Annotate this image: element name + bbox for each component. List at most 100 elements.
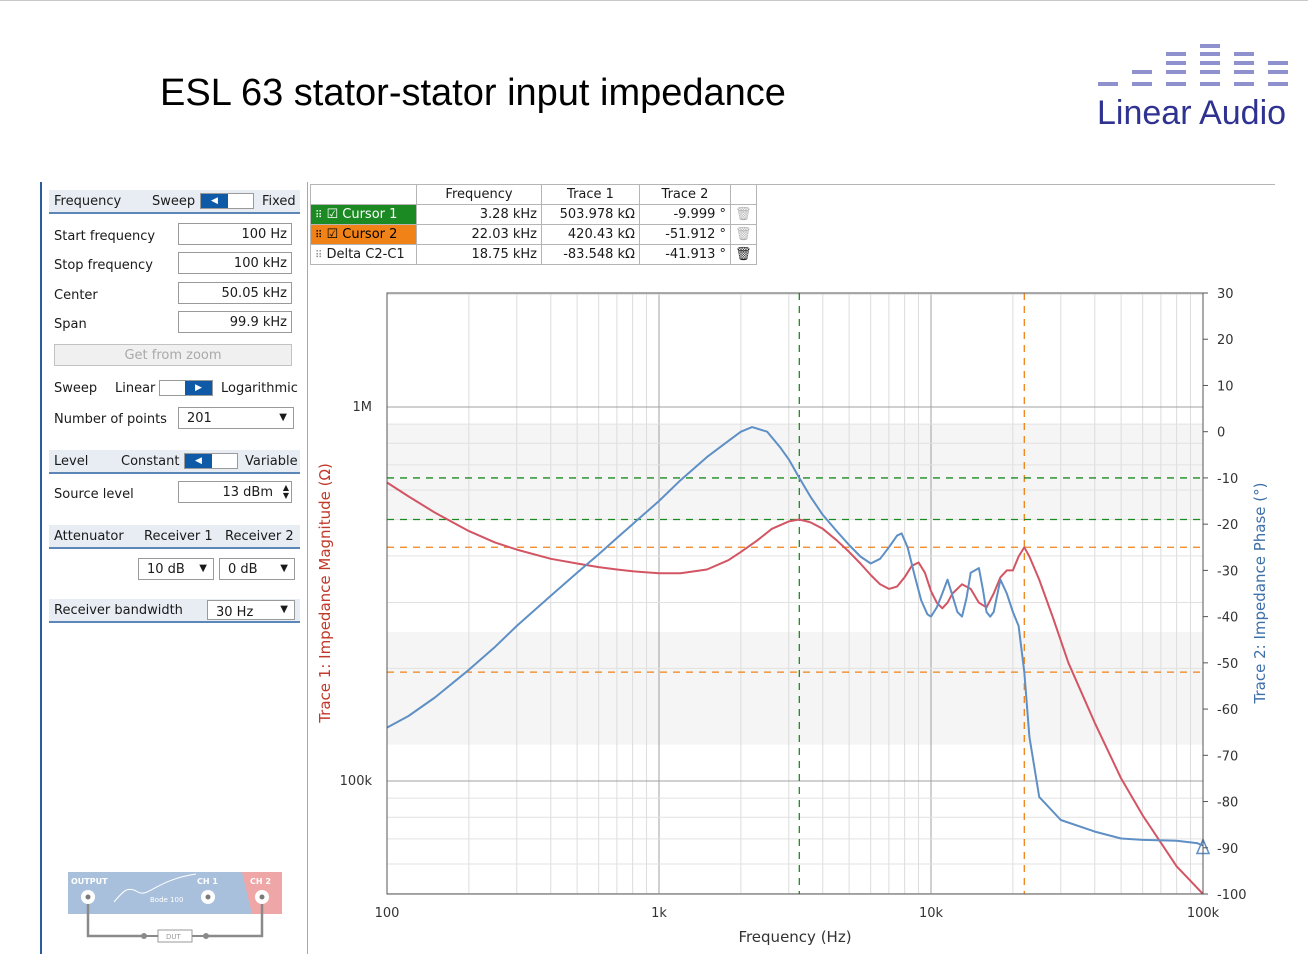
left-tick-label: 100k xyxy=(340,774,373,789)
table-row[interactable]: ⠿ Delta C2-C1 18.75 kHz -83.548 kΩ -41.9… xyxy=(310,244,757,265)
delta-name-cell[interactable]: ⠿ Delta C2-C1 xyxy=(310,244,417,265)
frequency-section-header: Frequency Sweep ◀ Fixed xyxy=(49,190,300,214)
cursor-table: Frequency Trace 1 Trace 2 ⠿ ☑ Cursor 1 3… xyxy=(310,185,757,265)
left-tick-label: 1M xyxy=(353,400,373,415)
right-tick-label: -30 xyxy=(1217,564,1238,579)
trace2-column-header: Trace 2 xyxy=(639,185,731,205)
trash-icon[interactable]: 🗑 xyxy=(730,224,757,245)
delta-frequency: 18.75 kHz xyxy=(416,244,542,265)
source-level-input[interactable]: 13 dBm ▲ ▼ xyxy=(178,481,292,503)
right-tick-label: 30 xyxy=(1217,287,1234,302)
series-line-trace-2 xyxy=(386,426,1204,847)
receiver2-attenuator-select[interactable]: 0 dB ▼ xyxy=(219,558,295,580)
device-ch1-label: CH 1 xyxy=(197,877,218,886)
receiver2-label: Receiver 2 xyxy=(225,529,294,544)
toggle-left-icon: ◀ xyxy=(201,194,228,208)
spinner-icon[interactable]: ▲ ▼ xyxy=(282,483,289,500)
start-frequency-input[interactable]: 100 Hz xyxy=(178,223,292,245)
device-ch2-label: CH 2 xyxy=(250,877,271,886)
span-input[interactable]: 99.9 kHz xyxy=(178,311,292,333)
table-top-border xyxy=(310,184,1275,185)
stop-frequency-input[interactable]: 100 kHz xyxy=(178,252,292,274)
device-name-label: Bode 100 xyxy=(150,896,183,904)
sweep-mode-toggle[interactable]: ▶ xyxy=(159,380,213,396)
plot-band xyxy=(387,632,1203,745)
toggle-left-icon: ◀ xyxy=(185,454,212,468)
level-toggle[interactable]: ◀ xyxy=(184,453,238,469)
number-of-points-select[interactable]: 201 ▼ xyxy=(178,407,294,429)
plot-frame xyxy=(386,292,1204,895)
right-tick-label: 20 xyxy=(1217,333,1234,348)
number-of-points-value: 201 xyxy=(187,411,212,426)
cursor1-trace2: -9.999 ° xyxy=(639,204,731,225)
logo-text: Linear Audio xyxy=(1097,94,1287,132)
table-row[interactable]: ⠿ ☑ Cursor 1 3.28 kHz 503.978 kΩ -9.999 … xyxy=(310,204,757,225)
number-of-points-label: Number of points xyxy=(54,412,167,427)
delta-name: Delta C2-C1 xyxy=(326,247,405,262)
level-label: Level xyxy=(54,454,89,469)
dropdown-arrow-icon: ▼ xyxy=(280,604,288,615)
variable-option-label: Variable xyxy=(245,454,298,469)
receiver1-label: Receiver 1 xyxy=(144,529,213,544)
sweep-fixed-toggle[interactable]: ◀ xyxy=(200,193,254,209)
right-tick-label: -70 xyxy=(1217,749,1238,764)
bandwidth-section-header: Receiver bandwidth 30 Hz ▼ xyxy=(49,599,300,623)
right-tick-label: 10 xyxy=(1217,379,1234,394)
stop-frequency-label: Stop frequency xyxy=(54,258,153,273)
fixed-option-label: Fixed xyxy=(262,194,296,209)
right-tick-label: -100 xyxy=(1217,888,1247,903)
x-tick-label: 100 xyxy=(375,906,400,921)
sweep-option-label: Sweep xyxy=(152,194,196,209)
plot-area xyxy=(387,293,1203,894)
delta-trace2: -41.913 ° xyxy=(639,244,731,265)
center-label: Center xyxy=(54,288,98,303)
right-tick-label: -20 xyxy=(1217,518,1238,533)
frequency-column-header: Frequency xyxy=(416,185,542,205)
receiver-bandwidth-value: 30 Hz xyxy=(216,605,254,620)
dut-label: DUT xyxy=(166,933,182,941)
start-frequency-label: Start frequency xyxy=(54,229,156,244)
cursor2-name: Cursor 2 xyxy=(342,227,398,242)
x-tick-label: 1k xyxy=(651,906,667,921)
center-input[interactable]: 50.05 kHz xyxy=(178,282,292,304)
cursor1-name: Cursor 1 xyxy=(342,207,398,222)
logarithmic-option-label: Logarithmic xyxy=(221,381,298,396)
series-line-trace-1 xyxy=(386,481,1204,895)
x-axis-title: Frequency (Hz) xyxy=(738,928,851,946)
source-level-value: 13 dBm xyxy=(222,485,273,500)
dropdown-arrow-icon: ▼ xyxy=(199,563,207,574)
right-tick-label: -50 xyxy=(1217,657,1238,672)
span-label: Span xyxy=(54,317,87,332)
receiver-bandwidth-label: Receiver bandwidth xyxy=(54,603,183,618)
top-border xyxy=(0,0,1308,1)
right-tick-label: -60 xyxy=(1217,703,1238,718)
trash-icon[interactable]: 🗑 xyxy=(730,204,757,225)
right-axis-title: Trace 2: Impedance Phase (°) xyxy=(1251,483,1269,705)
device-output-label: OUTPUT xyxy=(71,877,108,886)
cursor1-name-cell[interactable]: ⠿ ☑ Cursor 1 xyxy=(310,204,417,225)
frequency-label: Frequency xyxy=(54,194,122,209)
cursor-table-header: Frequency Trace 1 Trace 2 xyxy=(310,185,757,205)
cursor-lines[interactable] xyxy=(387,293,1203,894)
receiver1-attenuator-select[interactable]: 10 dB ▼ xyxy=(138,558,214,580)
receiver-bandwidth-select[interactable]: 30 Hz ▼ xyxy=(207,600,295,620)
x-tick-label: 100k xyxy=(1187,906,1220,921)
sweep-mode-label: Sweep xyxy=(54,381,98,396)
checkbox-checked-icon[interactable]: ☑ xyxy=(326,207,339,222)
right-tick-label: -90 xyxy=(1217,842,1238,857)
x-tick-label: 10k xyxy=(919,906,944,921)
constant-option-label: Constant xyxy=(121,454,180,469)
receiver1-attenuator-value: 10 dB xyxy=(147,562,185,577)
checkbox-checked-icon[interactable]: ☑ xyxy=(326,227,339,242)
trash-icon[interactable]: 🗑 xyxy=(730,244,757,265)
bode100-connection-diagram: OUTPUT CH 1 CH 2 Bode 100 DUT xyxy=(68,872,282,943)
right-tick-label: -40 xyxy=(1217,611,1238,626)
dropdown-arrow-icon: ▼ xyxy=(280,563,288,574)
level-section-header: Level Constant ◀ Variable xyxy=(49,450,300,474)
plot-background xyxy=(387,293,1203,894)
left-axis-title: Trace 1: Impedance Magnitude (Ω) xyxy=(316,463,334,724)
sweep-settings-panel: Frequency Sweep ◀ Fixed Start frequency … xyxy=(40,182,308,954)
get-from-zoom-button[interactable]: Get from zoom xyxy=(54,344,292,366)
source-level-label: Source level xyxy=(54,487,134,502)
